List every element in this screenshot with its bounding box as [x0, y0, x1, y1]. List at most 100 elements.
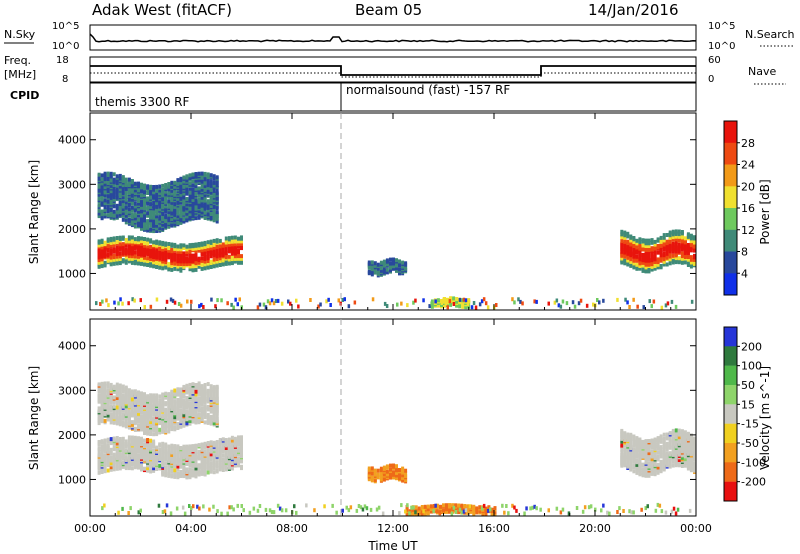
echo-cell: [124, 404, 128, 409]
echo-cell: [656, 436, 660, 441]
echo-cell: [668, 443, 672, 448]
echo-cell: [118, 212, 122, 217]
echo-cell: [127, 254, 131, 259]
echo-cell: [103, 466, 107, 471]
echo-cell: [100, 238, 104, 243]
echo-cell: [194, 184, 198, 188]
echo-cell: [130, 220, 134, 225]
echo-cell: [149, 238, 153, 243]
echo-cell: [638, 257, 642, 262]
echo-cell: [650, 267, 654, 272]
echo-cell: [176, 412, 180, 417]
echo-cell: [629, 439, 633, 444]
echo-cell: [179, 416, 183, 421]
echo-cell: [121, 217, 125, 222]
echo-cell: [686, 431, 690, 436]
echo-cell: [644, 246, 648, 251]
echo-cell: [194, 216, 198, 221]
echo-cell: [414, 298, 417, 303]
echo-cell: [115, 245, 119, 250]
echo-cell: [173, 252, 177, 257]
echo-cell: [662, 242, 666, 247]
echo-cell: [689, 450, 693, 455]
echo-cell: [665, 239, 669, 244]
echo-cell: [146, 438, 150, 442]
echo-cell: [100, 415, 104, 420]
echo-cell: [398, 474, 401, 479]
echo-cell: [149, 429, 153, 434]
echo-cell: [641, 442, 645, 447]
echo-cell: [197, 215, 201, 220]
echo-cell: [434, 299, 437, 304]
echo-cell: [395, 466, 398, 471]
echo-cell: [376, 472, 380, 477]
echo-cell: [206, 388, 210, 393]
echo-cell: [266, 299, 270, 304]
echo-cell: [677, 256, 681, 261]
echo-cell: [206, 181, 210, 186]
echo-cell: [191, 172, 195, 177]
echo-cell: [140, 391, 143, 396]
echo-cell: [197, 412, 201, 417]
echo-cell: [133, 298, 136, 303]
echo-cell: [112, 209, 116, 214]
echo-cell: [173, 468, 177, 473]
echo-cell: [152, 203, 156, 208]
echo-cell: [224, 251, 228, 256]
echo-cell: [240, 254, 243, 259]
echo-cell: [127, 213, 131, 218]
echo-cell: [140, 414, 143, 419]
echo-cell: [197, 381, 201, 386]
echo-cell: [382, 268, 386, 273]
echo-cell: [155, 247, 159, 252]
echo-cell: [137, 417, 140, 422]
echo-cell: [188, 421, 192, 426]
echo-cell: [103, 388, 107, 393]
echo-cell: [124, 255, 128, 260]
echo-cell: [176, 249, 180, 254]
echo-cell: [127, 388, 131, 393]
echo-cell: [176, 199, 180, 204]
echo-cell: [236, 302, 239, 307]
echo-cell: [668, 230, 672, 235]
echo-cell: [200, 454, 204, 459]
echo-cell: [149, 204, 153, 209]
echo-cell: [233, 451, 237, 456]
echo-cell: [203, 449, 207, 454]
echo-cell: [200, 185, 204, 189]
echo-cell: [653, 239, 657, 244]
echo-cell: [200, 187, 204, 192]
echo-cell: [130, 238, 134, 243]
echo-cell: [353, 300, 357, 305]
echo-cell: [206, 451, 210, 456]
echo-cell: [270, 298, 274, 303]
echo-cell: [650, 240, 654, 245]
echo-cell: [127, 409, 131, 414]
echo-cell: [683, 463, 687, 468]
echo-cell: [641, 252, 645, 257]
echo-cell: [182, 264, 186, 269]
echo-cell: [240, 439, 243, 444]
echo-cell: [176, 410, 180, 414]
echo-cell: [200, 416, 204, 421]
echo-cell: [212, 204, 216, 209]
echo-cell: [158, 226, 162, 230]
echo-cell: [408, 509, 412, 514]
echo-cell: [638, 253, 642, 258]
echo-cell: [97, 440, 101, 444]
echo-cell: [215, 243, 219, 248]
echo-cell: [103, 260, 107, 265]
echo-cell: [149, 413, 153, 418]
echo-cell: [130, 466, 134, 471]
echo-cell: [155, 445, 159, 450]
echo-cell: [152, 240, 156, 245]
echo-cell: [152, 187, 156, 192]
echo-cell: [385, 469, 389, 474]
echo-cell: [97, 195, 101, 200]
echo-cell: [173, 266, 177, 271]
echo-cell: [133, 435, 137, 440]
echo-cell: [182, 450, 186, 454]
echo-cell: [650, 246, 654, 251]
echo-cell: [620, 447, 624, 452]
echo-cell: [127, 447, 131, 452]
